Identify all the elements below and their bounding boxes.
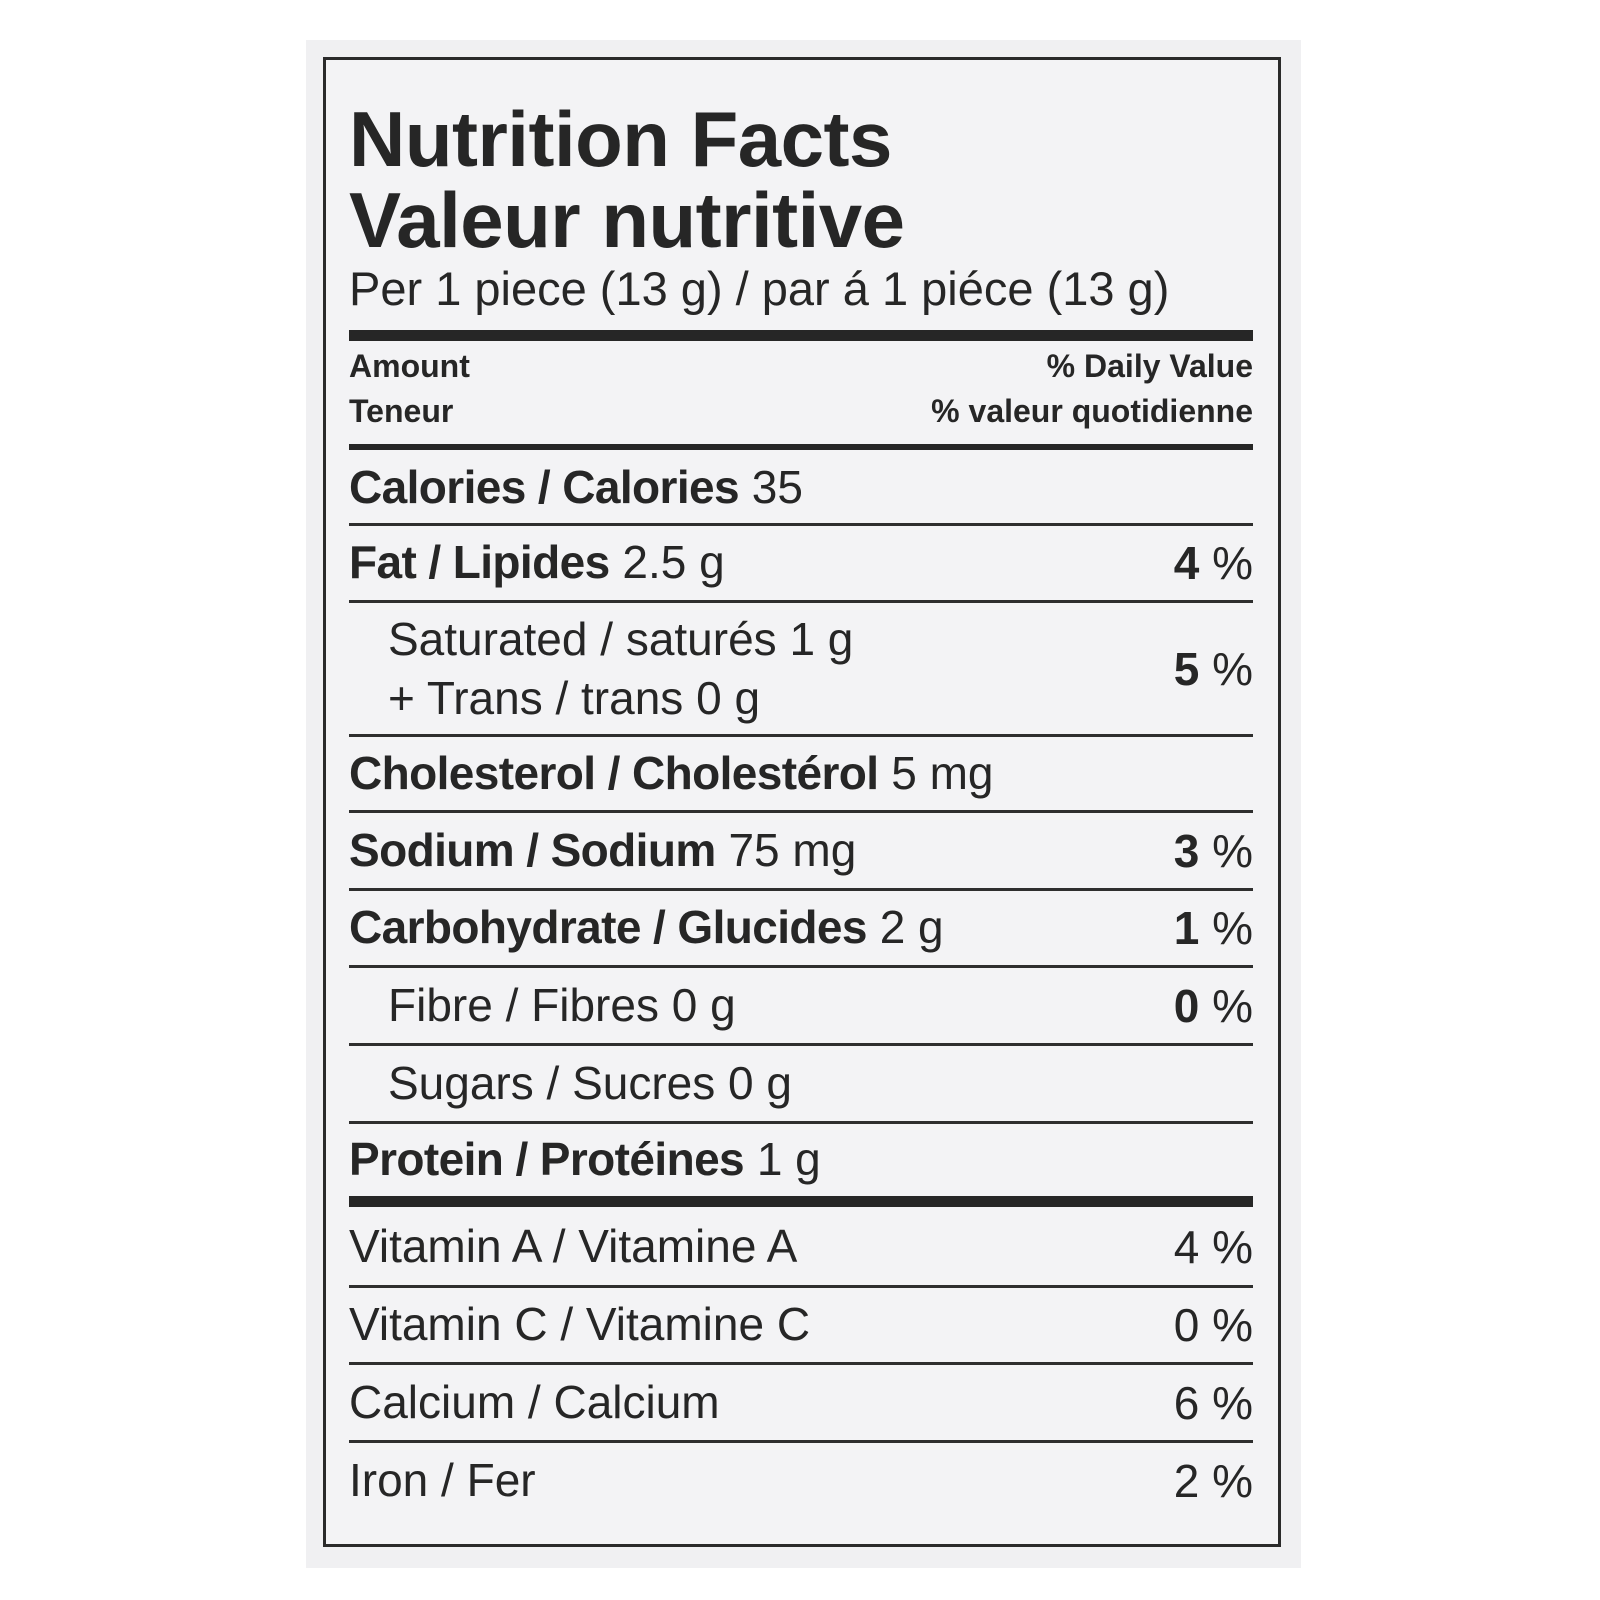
carbohydrate-dv-unit: %	[1212, 902, 1253, 954]
fat-daily-value: 4 %	[1174, 540, 1253, 586]
calcium-row: Calcium / Calcium 6 %	[349, 1365, 1253, 1440]
cholesterol-text: Cholesterol / Cholestérol 5 mg	[349, 745, 993, 803]
protein-value: 1 g	[756, 1133, 821, 1186]
thick-divider-bottom	[349, 1196, 1253, 1207]
carbohydrate-text: Carbohydrate / Glucides 2 g	[349, 899, 944, 957]
divider	[349, 1285, 1253, 1288]
daily-value-heading-english: % Daily Value	[1046, 348, 1253, 384]
sodium-row: Sodium / Sodium 75 mg 3 %	[349, 813, 1253, 888]
protein-row: Protein / Protéines 1 g	[349, 1124, 1253, 1196]
iron-label: Iron / Fer	[349, 1454, 536, 1507]
carbohydrate-value: 2 g	[879, 901, 944, 954]
fat-dv-number: 4	[1173, 537, 1200, 589]
calories-value: 35	[751, 461, 803, 514]
fat-row: Fat / Lipides 2.5 g 4 %	[349, 526, 1253, 600]
amount-heading-english: Amount	[349, 348, 470, 384]
divider	[349, 734, 1253, 737]
calcium-label: Calcium / Calcium	[349, 1375, 720, 1428]
serving-size: Per 1 piece (13 g) / par á 1 piéce (13 g…	[349, 262, 1170, 315]
sodium-dv-number: 3	[1173, 824, 1200, 877]
divider	[349, 1043, 1253, 1046]
medium-divider	[349, 444, 1253, 450]
carbohydrate-daily-value: 1 %	[1174, 905, 1253, 951]
vitamin-c-daily-value: 0 %	[1173, 1299, 1253, 1351]
divider	[349, 600, 1253, 603]
trans-line: + Trans / trans 0 g	[388, 671, 761, 724]
sodium-text: Sodium / Sodium 75 mg	[349, 822, 856, 880]
amount-heading-french: Teneur	[349, 393, 454, 429]
divider	[349, 523, 1253, 526]
calcium-daily-value: 6 %	[1173, 1376, 1253, 1429]
divider	[349, 888, 1253, 891]
calories-row: Calories / Calories 35	[349, 453, 1253, 523]
fat-label: Fat / Lipides	[349, 536, 610, 589]
divider	[349, 1362, 1253, 1365]
saturated-trans-row: Saturated / saturés 1 g + Trans / trans …	[349, 603, 1253, 734]
sodium-daily-value: 3 %	[1174, 828, 1253, 874]
saturated-daily-value: 5 %	[1174, 646, 1253, 692]
iron-daily-value: 2 %	[1173, 1455, 1253, 1507]
fat-value: 2.5 g	[622, 536, 725, 589]
sugars-label: Sugars / Sucres 0 g	[388, 1056, 792, 1109]
vitamin-a-label: Vitamin A / Vitamine A	[349, 1220, 798, 1273]
cholesterol-value: 5 mg	[891, 746, 994, 799]
saturated-line: Saturated / saturés 1 g	[388, 612, 854, 665]
fibre-row: Fibre / Fibres 0 g 0 %	[349, 968, 1253, 1043]
fat-text: Fat / Lipides 2.5 g	[349, 534, 725, 592]
cholesterol-label: Cholesterol / Cholestérol	[349, 746, 879, 799]
calories-label: Calories / Calories	[349, 461, 740, 514]
saturated-dv-unit: %	[1212, 642, 1253, 695]
title-english: Nutrition Facts	[349, 95, 892, 183]
protein-label: Protein / Protéines	[349, 1133, 745, 1186]
vitamin-a-row: Vitamin A / Vitamine A 4 %	[349, 1209, 1253, 1285]
fat-dv-unit: %	[1212, 537, 1253, 589]
fibre-dv-number: 0	[1173, 979, 1200, 1032]
protein-text: Protein / Protéines 1 g	[349, 1131, 821, 1189]
fibre-dv-unit: %	[1212, 979, 1253, 1032]
vitamin-c-row: Vitamin C / Vitamine C 0 %	[349, 1288, 1253, 1362]
fibre-daily-value: 0 %	[1174, 983, 1253, 1029]
divider	[349, 1440, 1253, 1443]
carbohydrate-label: Carbohydrate / Glucides	[349, 901, 868, 954]
title-french: Valeur nutritive	[349, 176, 905, 264]
saturated-trans-text: Saturated / saturés 1 g + Trans / trans …	[349, 610, 853, 728]
divider	[349, 965, 1253, 968]
sugars-row: Sugars / Sucres 0 g	[349, 1046, 1253, 1121]
calories-text: Calories / Calories 35	[349, 459, 803, 517]
carbohydrate-row: Carbohydrate / Glucides 2 g 1 %	[349, 891, 1253, 965]
divider	[349, 1121, 1253, 1124]
daily-value-heading-french: % valeur quotidienne	[931, 393, 1253, 429]
thick-divider-top	[349, 330, 1253, 341]
cholesterol-row: Cholesterol / Cholestérol 5 mg	[349, 737, 1253, 810]
divider	[349, 810, 1253, 813]
nutrition-facts-table: Nutrition Facts Valeur nutritive Per 1 p…	[323, 57, 1281, 1547]
iron-row: Iron / Fer 2 %	[349, 1443, 1253, 1519]
sodium-label: Sodium / Sodium	[349, 823, 716, 876]
saturated-dv-number: 5	[1173, 642, 1200, 695]
vitamin-a-daily-value: 4 %	[1173, 1221, 1253, 1273]
vitamin-c-label: Vitamin C / Vitamine C	[349, 1298, 811, 1351]
sodium-value: 75 mg	[728, 823, 857, 876]
sodium-dv-unit: %	[1212, 824, 1253, 877]
carbohydrate-dv-number: 1	[1173, 902, 1200, 954]
fibre-label: Fibre / Fibres 0 g	[388, 978, 736, 1031]
